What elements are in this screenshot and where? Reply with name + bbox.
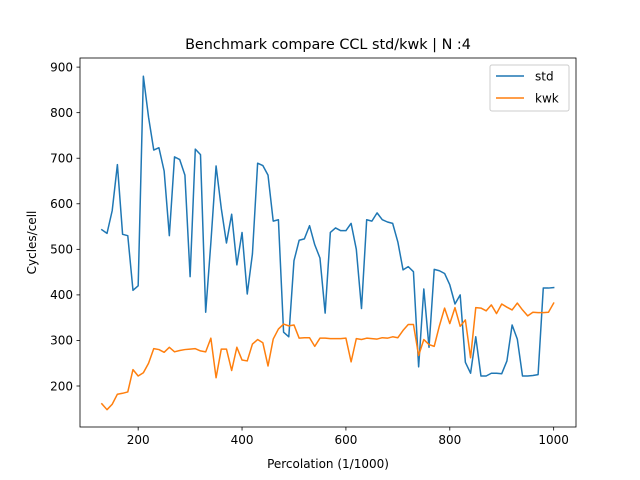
- x-axis-ticks: 200 400 600 800 1000: [127, 427, 569, 447]
- y-tick-label: 200: [50, 379, 73, 393]
- x-tick-label: 400: [231, 433, 254, 447]
- series-line-std: [100, 75, 555, 377]
- y-tick-label: 500: [50, 243, 73, 257]
- legend: std kwk: [489, 64, 570, 112]
- x-tick-label: 800: [438, 433, 461, 447]
- y-tick-label: 400: [50, 288, 73, 302]
- y-axis-label: Cycles/cell: [25, 211, 39, 275]
- x-axis-label: Percolation (1/1000): [267, 457, 389, 471]
- y-tick-label: 800: [50, 106, 73, 120]
- y-tick-label: 700: [50, 152, 73, 166]
- plot-area: [79, 57, 577, 428]
- chart-title: Benchmark compare CCL std/kwk | N :4: [185, 37, 471, 53]
- y-tick-label: 600: [50, 197, 73, 211]
- legend-entries: std kwk: [496, 69, 559, 105]
- legend-label-kwk: kwk: [535, 91, 559, 105]
- axes-frame: [79, 57, 577, 428]
- x-tick-label: 1000: [538, 433, 569, 447]
- series-line-kwk: [100, 302, 555, 411]
- y-axis-ticks: 200 300 400 500 600 700 800 900: [50, 60, 80, 393]
- y-tick-label: 900: [50, 60, 73, 74]
- y-tick-label: 300: [50, 334, 73, 348]
- x-tick-label: 600: [334, 433, 357, 447]
- series-layer: [100, 75, 555, 411]
- x-tick-label: 200: [127, 433, 150, 447]
- legend-label-std: std: [535, 69, 554, 83]
